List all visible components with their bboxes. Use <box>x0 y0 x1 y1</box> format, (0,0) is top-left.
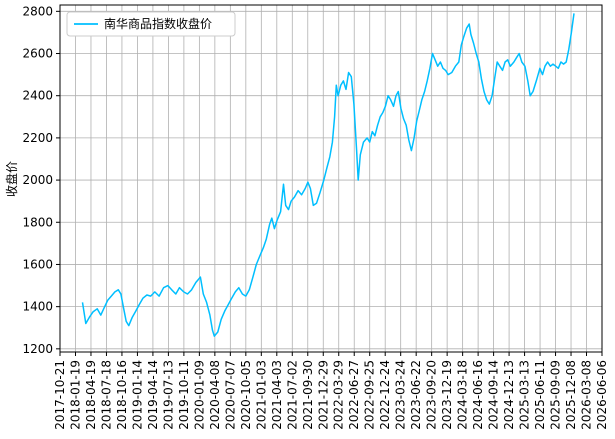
y-tick-label: 2600 <box>22 47 53 61</box>
x-tick-label: 2022-09-25 <box>363 360 377 430</box>
x-tick-label: 2020-07-07 <box>223 360 237 430</box>
x-tick-label: 2021-04-03 <box>270 360 284 430</box>
x-axis: 2017-10-21 2018-01-19 2018-04-19 2018-07-18… <box>53 352 609 430</box>
x-tick-label: 2019-01-14 <box>130 360 144 430</box>
x-tick-label: 2022-03-29 <box>332 360 346 430</box>
x-tick-label: 2023-03-24 <box>394 360 408 430</box>
x-tick-label: 2025-09-09 <box>549 360 563 430</box>
x-tick-label: 2018-01-19 <box>68 360 82 430</box>
y-axis-label: 收盘价 <box>4 161 19 197</box>
series-line-0 <box>81 13 575 337</box>
legend-box <box>66 11 236 37</box>
y-tick-label: 2200 <box>22 131 53 145</box>
x-tick-label: 2023-12-19 <box>440 360 454 430</box>
x-tick-label: 2019-04-14 <box>146 360 160 430</box>
x-tick-label: 2020-04-08 <box>208 360 222 430</box>
y-tick-label: 2400 <box>22 89 53 103</box>
x-tick-label: 2025-03-13 <box>518 360 532 430</box>
x-tick-label: 2026-06-06 <box>595 360 609 430</box>
plot-frame <box>59 4 603 353</box>
x-tick-label: 2026-03-08 <box>580 360 594 430</box>
x-tick-label: 2019-07-13 <box>161 360 175 430</box>
y-tick-label: 1800 <box>22 215 53 229</box>
y-tick-label: 1600 <box>22 257 53 271</box>
legend-label: 南华商品指数收盘价 <box>104 16 212 31</box>
x-tick-label: 2024-03-18 <box>456 360 470 430</box>
x-tick-label: 2017-10-21 <box>53 360 67 430</box>
x-tick-label: 2019-10-11 <box>177 360 191 430</box>
x-tick-label: 2020-10-05 <box>239 360 253 430</box>
y-tick-label: 2000 <box>22 173 53 187</box>
x-tick-label: 2022-12-24 <box>378 360 392 430</box>
x-tick-label: 2025-06-11 <box>533 360 547 430</box>
y-tick-label: 1400 <box>22 300 53 314</box>
x-tick-label: 2021-01-03 <box>254 360 268 430</box>
x-tick-label: 2018-04-19 <box>84 360 98 430</box>
x-tick-label: 2018-07-18 <box>99 360 113 430</box>
y-tick-label: 1200 <box>22 342 53 356</box>
y-tick-label: 2800 <box>22 4 53 18</box>
x-tick-label: 2021-09-30 <box>301 360 315 430</box>
y-axis: 1200 1400 1600 1800 2000 2200 2400 2600 2800 <box>22 4 60 356</box>
x-tick-label: 2024-12-13 <box>502 360 516 430</box>
x-tick-label: 2021-12-29 <box>316 360 330 430</box>
x-tick-label: 2025-12-08 <box>564 360 578 430</box>
x-tick-label: 2024-06-16 <box>471 360 485 430</box>
legend: 南华商品指数收盘价 <box>66 11 236 37</box>
x-tick-label: 2024-09-14 <box>487 360 501 430</box>
x-tick-label: 2023-09-20 <box>425 360 439 430</box>
x-tick-label: 2021-07-02 <box>285 360 299 430</box>
grid-lines <box>59 5 603 352</box>
x-tick-label: 2023-06-22 <box>409 360 423 430</box>
series-layer <box>81 13 575 337</box>
x-tick-label: 2020-01-09 <box>192 360 206 430</box>
x-tick-label: 2018-10-16 <box>115 360 129 430</box>
x-tick-label: 2022-06-27 <box>347 360 361 430</box>
